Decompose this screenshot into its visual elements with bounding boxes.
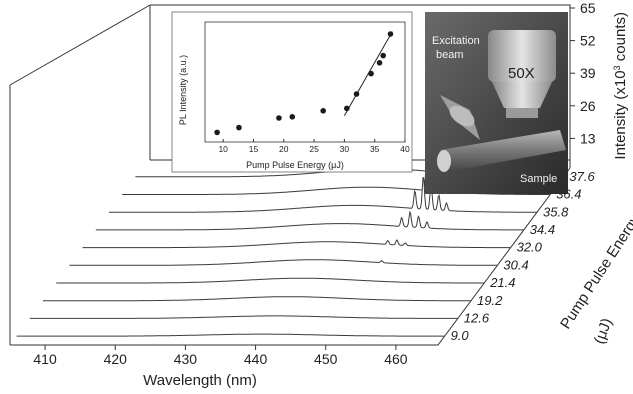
- trace-fill-30.4: [69, 259, 498, 266]
- wavelength-tick-label: 410: [33, 351, 57, 367]
- wavelength-tick-label: 420: [104, 351, 128, 367]
- inset-point: [344, 105, 350, 112]
- left-wall: [9, 4, 151, 345]
- inset-tick-label: 20: [279, 144, 289, 154]
- inset-point: [353, 91, 360, 97]
- trace-fill-32: [82, 240, 511, 248]
- wavelength-ticks: 410 420 430 440 450 460: [33, 345, 408, 367]
- sample-fiber-image: [437, 130, 566, 172]
- intensity-axis-exponent: 3: [612, 65, 622, 70]
- inset-x-ticks: 10 15 20 25 30 35 40: [218, 139, 410, 154]
- spectra-traces: [16, 55, 564, 337]
- photo-beam-label: beam: [436, 49, 464, 61]
- wavelength-tick-label: 450: [314, 351, 338, 367]
- inset-points: [204, 21, 406, 143]
- inset-threshold-plot: 10 15 20 25 30 35 40 Pump Pulse Energy (μJ) PL…: [171, 11, 413, 173]
- energy-ticks: 9.012.619.221.430.432.034.435.836.437.6: [451, 169, 596, 343]
- energy-tick-label: 12.6: [464, 310, 490, 325]
- objective-lens-image: [488, 30, 556, 118]
- photo-lens-label: 50X: [508, 65, 535, 82]
- trace-fill-35.8: [109, 177, 537, 213]
- wavelength-tick-label: 430: [174, 351, 198, 367]
- inset-point: [320, 108, 326, 114]
- spectrum-trace-34.4: [95, 210, 524, 231]
- energy-tick-label: 37.6: [569, 169, 595, 184]
- inset-point: [214, 129, 220, 136]
- spectrum-trace-12.6: [29, 315, 458, 319]
- energy-tick-label: 19.2: [477, 293, 503, 308]
- intensity-tick-label: 52: [580, 33, 596, 49]
- intensity-tick-label: 39: [580, 65, 596, 81]
- intensity-tick-label: 13: [580, 130, 596, 146]
- photo-sample-label: Sample: [520, 173, 557, 185]
- spectrum-trace-30.4: [69, 259, 498, 266]
- setup-photo: Excitation beam 50X Sample: [425, 12, 568, 194]
- inset-border: [171, 11, 413, 173]
- inset-point: [289, 114, 296, 120]
- inset-point: [376, 60, 383, 66]
- inset-point: [387, 31, 394, 37]
- trace-fill-34.4: [95, 212, 524, 230]
- inset-point: [368, 70, 374, 77]
- energy-tick-label: 34.4: [530, 222, 555, 237]
- energy-tick-label: 32.0: [517, 240, 543, 255]
- energy-tick-label: 35.8: [543, 204, 569, 219]
- spectrum-trace-35.8: [109, 176, 537, 213]
- inset-y-title: PL Intensity (a.u.): [178, 55, 188, 125]
- intensity-tick-label: 26: [580, 98, 596, 114]
- intensity-ticks: 13 26 39 52 65: [570, 0, 596, 146]
- photo-excitation-label: Excitation: [432, 35, 480, 47]
- energy-axis-title: Pump Pulse Energy: [557, 211, 633, 332]
- inset-point: [380, 52, 386, 59]
- intensity-tick-label: 65: [580, 0, 596, 16]
- inset-x-title: Pump Pulse Energy (μJ): [246, 160, 344, 170]
- energy-tick-label: 21.4: [489, 275, 515, 290]
- energy-tick-label: 9.0: [451, 328, 470, 343]
- inset-tick-label: 15: [249, 144, 259, 154]
- inset-tick-label: 30: [340, 144, 350, 154]
- wavelength-tick-label: 460: [384, 351, 408, 367]
- inset-point: [236, 124, 242, 131]
- inset-tick-label: 35: [370, 144, 380, 154]
- spectrum-trace-9: [16, 333, 445, 337]
- inset-point: [276, 115, 282, 121]
- inset-tick-label: 25: [309, 144, 319, 154]
- spectrum-trace-32: [82, 239, 511, 249]
- wavelength-tick-label: 440: [244, 351, 268, 367]
- spectrum-trace-19.2: [43, 296, 471, 302]
- excitation-beam-image: [440, 95, 480, 140]
- inset-tick-label: 40: [400, 144, 410, 154]
- energy-tick-label: 30.4: [503, 257, 528, 272]
- inset-plot-area: [204, 21, 406, 143]
- back-wall: [149, 4, 571, 168]
- wavelength-axis-title: Wavelength (nm): [143, 372, 257, 389]
- intensity-axis-title: Intensity (x103 counts): [612, 12, 629, 160]
- trace-fill-19.2: [43, 296, 471, 301]
- trace-fill-21.4: [56, 278, 485, 284]
- spectrum-trace-21.4: [56, 277, 484, 284]
- inset-tick-label: 10: [218, 144, 228, 154]
- energy-axis-unit: (μJ): [591, 316, 616, 346]
